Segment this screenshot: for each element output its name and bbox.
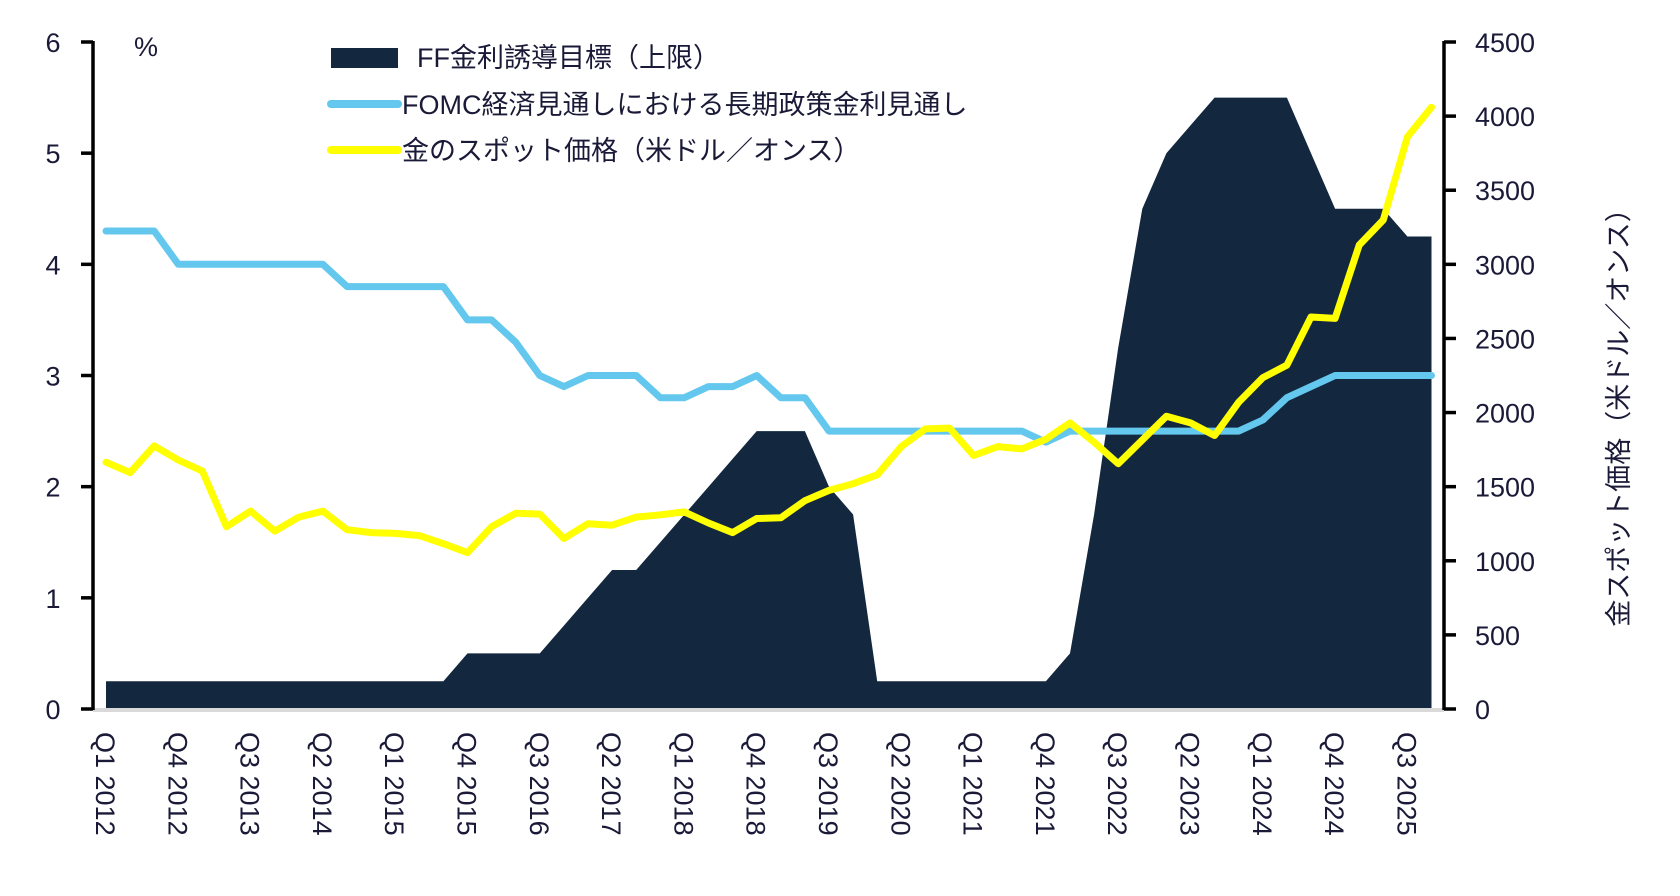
right-tick-label: 3000 [1475,250,1535,280]
right-tick-label: 2500 [1475,324,1535,354]
x-tick-label: Q1 2012 [90,732,120,836]
x-tick-label: Q3 2013 [235,732,265,836]
right-ticks: 0 500 1000 1500 2000 2500 3000 3500 4000 4500 [1444,28,1535,725]
x-tick-labels: Q1 2012 Q4 2012 Q3 2013 Q2 2014 Q1 2015 Q4 20… [90,732,1421,836]
x-tick-label: Q3 2016 [524,732,554,836]
x-tick-label: Q2 2023 [1175,732,1205,836]
x-tick-label: Q2 2017 [596,732,626,836]
x-tick-label: Q2 2014 [307,732,337,836]
x-tick-label: Q4 2024 [1319,732,1349,836]
legend-label-gold: 金のスポット価格（米ドル／オンス） [402,136,860,166]
x-tick-label: Q3 2025 [1391,732,1421,836]
right-tick-label: 500 [1475,621,1520,651]
left-tick-label: 6 [45,28,60,58]
right-tick-label: 4000 [1475,102,1535,132]
x-tick-label: Q4 2015 [452,732,482,836]
legend-item-gold: 金のスポット価格（米ドル／オンス） [327,136,860,166]
x-tick-label: Q1 2024 [1247,732,1277,836]
right-tick-label: 3500 [1475,176,1535,206]
right-axis: 0 500 1000 1500 2000 2500 3000 3500 4000 4500 金スポ… [1442,28,1634,725]
right-axis-title: 金スポット価格（米ドル／オンス） [1604,195,1634,626]
legend: FF金利誘導目標（上限） FOMC経済見通しにおける長期政策金利見通し 金のスポ… [327,43,967,166]
x-tick-label: Q2 2020 [885,732,915,836]
ff-rate-area [106,97,1432,710]
x-tick-label: Q4 2021 [1030,732,1060,836]
legend-swatch-ff [331,48,398,68]
x-tick-label: Q1 2021 [958,732,988,836]
left-ticks: 0 1 2 3 4 5 6 [45,28,93,725]
legend-label-ff: FF金利誘導目標（上限） [417,43,720,73]
gold-spot-price-line [102,103,1435,557]
right-tick-label: 1000 [1475,547,1535,577]
x-tick-label: Q1 2018 [668,732,698,836]
left-tick-label: 5 [45,139,60,169]
x-tick-label: Q3 2022 [1102,732,1132,836]
left-axis-unit: % [134,32,158,62]
legend-item-ff: FF金利誘導目標（上限） [331,43,720,73]
legend-item-fomc: FOMC経済見通しにおける長期政策金利見通し [327,90,967,120]
right-tick-label: 1500 [1475,473,1535,503]
area-layer [106,97,1432,710]
left-tick-label: 4 [45,250,60,280]
legend-label-fomc: FOMC経済見通しにおける長期政策金利見通し [402,90,967,120]
left-tick-label: 3 [45,362,60,392]
x-tick-label: Q1 2015 [379,732,409,836]
lines-layer [102,103,1435,557]
left-tick-label: 2 [45,473,60,503]
right-tick-label: 4500 [1475,28,1535,58]
x-tick-label: Q4 2018 [741,732,771,836]
left-tick-label: 0 [45,695,60,725]
right-tick-label: 2000 [1475,399,1535,429]
right-tick-label: 0 [1475,695,1490,725]
left-tick-label: 1 [45,584,60,614]
x-tick-label: Q4 2012 [162,732,192,836]
x-tick-label: Q3 2019 [813,732,843,836]
left-axis: 0 1 2 3 4 5 6 % [45,28,158,725]
